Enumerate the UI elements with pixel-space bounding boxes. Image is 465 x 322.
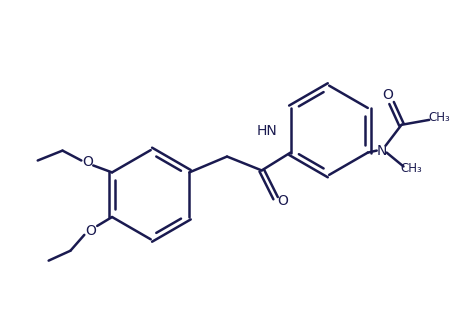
Text: O: O [85,224,96,238]
Text: O: O [82,156,93,169]
Text: CH₃: CH₃ [428,111,450,124]
Text: CH₃: CH₃ [400,162,422,175]
Text: N: N [377,144,387,157]
Text: HN: HN [256,124,277,138]
Text: O: O [382,88,393,102]
Text: O: O [277,194,288,208]
